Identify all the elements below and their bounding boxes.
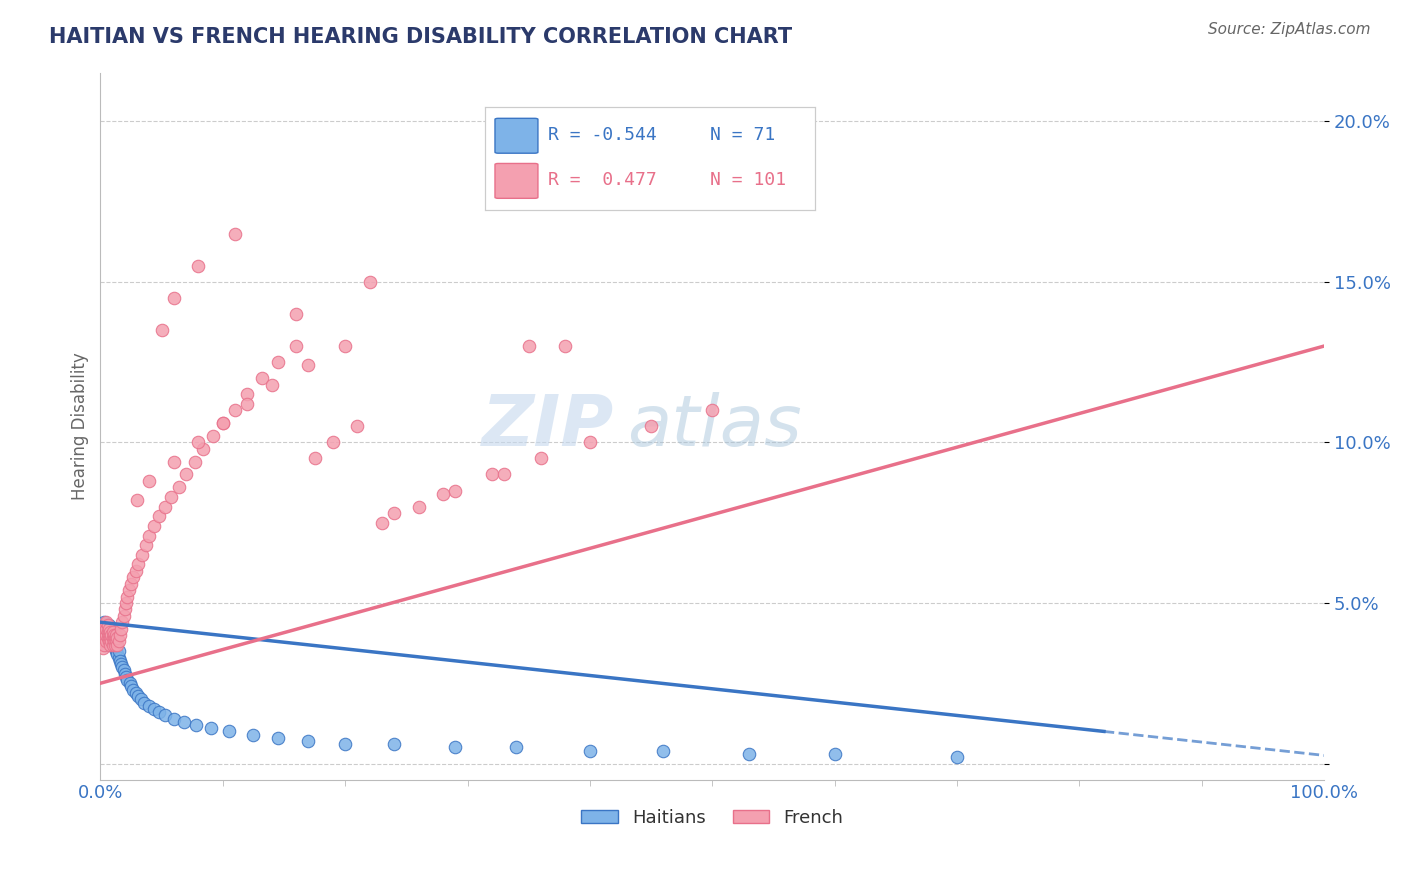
- FancyBboxPatch shape: [495, 163, 538, 198]
- Text: N = 101: N = 101: [710, 171, 786, 189]
- Text: R = -0.544: R = -0.544: [548, 126, 657, 144]
- Text: HAITIAN VS FRENCH HEARING DISABILITY CORRELATION CHART: HAITIAN VS FRENCH HEARING DISABILITY COR…: [49, 27, 793, 46]
- Text: N = 71: N = 71: [710, 126, 775, 144]
- Text: Source: ZipAtlas.com: Source: ZipAtlas.com: [1208, 22, 1371, 37]
- FancyBboxPatch shape: [495, 119, 538, 153]
- Y-axis label: Hearing Disability: Hearing Disability: [72, 352, 89, 500]
- Text: atlas: atlas: [627, 392, 801, 461]
- Legend: Haitians, French: Haitians, French: [574, 802, 851, 834]
- Text: R =  0.477: R = 0.477: [548, 171, 657, 189]
- Text: ZIP: ZIP: [482, 392, 614, 461]
